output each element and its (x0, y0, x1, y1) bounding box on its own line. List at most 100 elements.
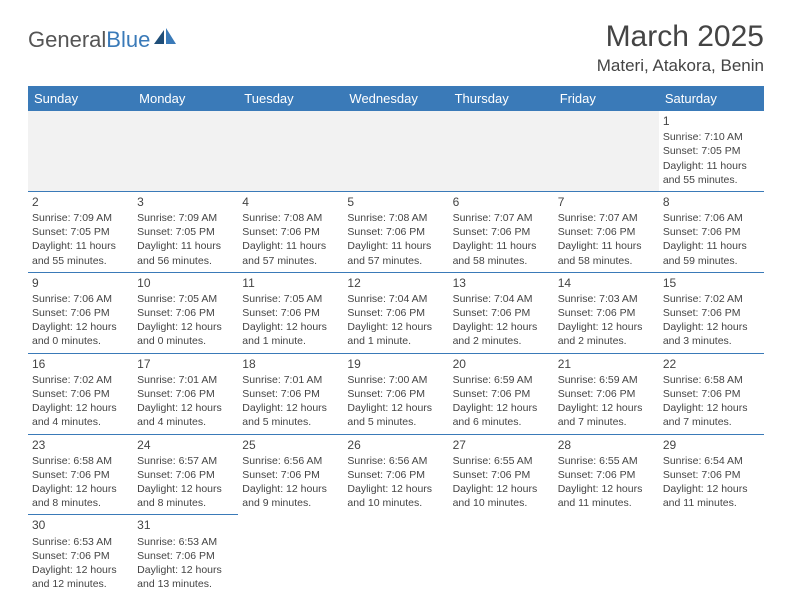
sunrise-text: Sunrise: 6:53 AM (32, 535, 129, 549)
logo-text-blue: Blue (106, 27, 150, 53)
sunset-text: Sunset: 7:06 PM (663, 387, 760, 401)
calendar-cell (449, 515, 554, 595)
sunset-text: Sunset: 7:06 PM (242, 225, 339, 239)
calendar-cell: 3Sunrise: 7:09 AMSunset: 7:05 PMDaylight… (133, 191, 238, 272)
daylight-text: Daylight: 12 hours and 8 minutes. (32, 482, 129, 510)
sunset-text: Sunset: 7:06 PM (558, 225, 655, 239)
logo-text-general: General (28, 27, 106, 53)
day-number: 7 (558, 194, 655, 210)
sunrise-text: Sunrise: 6:53 AM (137, 535, 234, 549)
sunrise-text: Sunrise: 6:57 AM (137, 454, 234, 468)
day-number: 8 (663, 194, 760, 210)
calendar-cell (28, 111, 133, 191)
calendar-cell: 2Sunrise: 7:09 AMSunset: 7:05 PMDaylight… (28, 191, 133, 272)
sunset-text: Sunset: 7:06 PM (663, 225, 760, 239)
calendar-week-row: 9Sunrise: 7:06 AMSunset: 7:06 PMDaylight… (28, 272, 764, 353)
calendar-cell: 29Sunrise: 6:54 AMSunset: 7:06 PMDayligh… (659, 434, 764, 515)
calendar-cell: 6Sunrise: 7:07 AMSunset: 7:06 PMDaylight… (449, 191, 554, 272)
sunrise-text: Sunrise: 6:58 AM (32, 454, 129, 468)
day-number: 5 (347, 194, 444, 210)
day-number: 11 (242, 275, 339, 291)
daylight-text: Daylight: 12 hours and 13 minutes. (137, 563, 234, 591)
daylight-text: Daylight: 11 hours and 55 minutes. (663, 159, 760, 187)
sunset-text: Sunset: 7:06 PM (453, 387, 550, 401)
daylight-text: Daylight: 11 hours and 55 minutes. (32, 239, 129, 267)
day-number: 3 (137, 194, 234, 210)
weekday-header: Wednesday (343, 86, 448, 111)
sunset-text: Sunset: 7:06 PM (558, 387, 655, 401)
sunrise-text: Sunrise: 7:01 AM (137, 373, 234, 387)
daylight-text: Daylight: 12 hours and 3 minutes. (663, 320, 760, 348)
calendar-cell: 17Sunrise: 7:01 AMSunset: 7:06 PMDayligh… (133, 353, 238, 434)
daylight-text: Daylight: 12 hours and 1 minute. (347, 320, 444, 348)
daylight-text: Daylight: 12 hours and 10 minutes. (453, 482, 550, 510)
calendar-cell: 12Sunrise: 7:04 AMSunset: 7:06 PMDayligh… (343, 272, 448, 353)
sunrise-text: Sunrise: 7:09 AM (32, 211, 129, 225)
logo: GeneralBlue (28, 26, 178, 54)
daylight-text: Daylight: 12 hours and 2 minutes. (453, 320, 550, 348)
sunset-text: Sunset: 7:05 PM (137, 225, 234, 239)
calendar-cell: 30Sunrise: 6:53 AMSunset: 7:06 PMDayligh… (28, 515, 133, 595)
sunrise-text: Sunrise: 7:07 AM (453, 211, 550, 225)
sunset-text: Sunset: 7:06 PM (137, 468, 234, 482)
sunset-text: Sunset: 7:06 PM (453, 306, 550, 320)
sunrise-text: Sunrise: 7:04 AM (453, 292, 550, 306)
sunset-text: Sunset: 7:06 PM (242, 468, 339, 482)
sunset-text: Sunset: 7:06 PM (242, 387, 339, 401)
day-number: 6 (453, 194, 550, 210)
daylight-text: Daylight: 12 hours and 0 minutes. (137, 320, 234, 348)
daylight-text: Daylight: 12 hours and 9 minutes. (242, 482, 339, 510)
calendar-cell: 8Sunrise: 7:06 AMSunset: 7:06 PMDaylight… (659, 191, 764, 272)
calendar-cell (133, 111, 238, 191)
calendar-cell: 25Sunrise: 6:56 AMSunset: 7:06 PMDayligh… (238, 434, 343, 515)
calendar-cell: 16Sunrise: 7:02 AMSunset: 7:06 PMDayligh… (28, 353, 133, 434)
sunrise-text: Sunrise: 6:56 AM (242, 454, 339, 468)
sunrise-text: Sunrise: 6:55 AM (453, 454, 550, 468)
calendar-cell: 26Sunrise: 6:56 AMSunset: 7:06 PMDayligh… (343, 434, 448, 515)
calendar-cell (238, 111, 343, 191)
calendar-cell: 1Sunrise: 7:10 AMSunset: 7:05 PMDaylight… (659, 111, 764, 191)
weekday-header: Saturday (659, 86, 764, 111)
sunrise-text: Sunrise: 6:59 AM (453, 373, 550, 387)
sunset-text: Sunset: 7:06 PM (453, 468, 550, 482)
calendar-cell: 4Sunrise: 7:08 AMSunset: 7:06 PMDaylight… (238, 191, 343, 272)
sunset-text: Sunset: 7:06 PM (32, 387, 129, 401)
calendar-table: Sunday Monday Tuesday Wednesday Thursday… (28, 86, 764, 595)
calendar-cell: 13Sunrise: 7:04 AMSunset: 7:06 PMDayligh… (449, 272, 554, 353)
calendar-week-row: 23Sunrise: 6:58 AMSunset: 7:06 PMDayligh… (28, 434, 764, 515)
sunrise-text: Sunrise: 7:00 AM (347, 373, 444, 387)
day-number: 27 (453, 437, 550, 453)
day-number: 13 (453, 275, 550, 291)
sunset-text: Sunset: 7:06 PM (242, 306, 339, 320)
daylight-text: Daylight: 12 hours and 6 minutes. (453, 401, 550, 429)
weekday-header: Sunday (28, 86, 133, 111)
daylight-text: Daylight: 12 hours and 4 minutes. (137, 401, 234, 429)
weekday-header: Monday (133, 86, 238, 111)
daylight-text: Daylight: 12 hours and 7 minutes. (558, 401, 655, 429)
weekday-header: Friday (554, 86, 659, 111)
sunrise-text: Sunrise: 6:55 AM (558, 454, 655, 468)
calendar-cell (659, 515, 764, 595)
sunset-text: Sunset: 7:06 PM (558, 468, 655, 482)
location: Materi, Atakora, Benin (597, 56, 764, 76)
sunset-text: Sunset: 7:06 PM (137, 549, 234, 563)
sunrise-text: Sunrise: 7:01 AM (242, 373, 339, 387)
day-number: 17 (137, 356, 234, 372)
calendar-cell: 27Sunrise: 6:55 AMSunset: 7:06 PMDayligh… (449, 434, 554, 515)
calendar-cell: 20Sunrise: 6:59 AMSunset: 7:06 PMDayligh… (449, 353, 554, 434)
daylight-text: Daylight: 12 hours and 1 minute. (242, 320, 339, 348)
daylight-text: Daylight: 12 hours and 7 minutes. (663, 401, 760, 429)
calendar-cell (554, 515, 659, 595)
day-number: 28 (558, 437, 655, 453)
calendar-cell (238, 515, 343, 595)
header: GeneralBlue March 2025 Materi, Atakora, … (28, 20, 764, 76)
calendar-week-row: 16Sunrise: 7:02 AMSunset: 7:06 PMDayligh… (28, 353, 764, 434)
day-number: 1 (663, 113, 760, 129)
calendar-cell: 14Sunrise: 7:03 AMSunset: 7:06 PMDayligh… (554, 272, 659, 353)
calendar-cell: 31Sunrise: 6:53 AMSunset: 7:06 PMDayligh… (133, 515, 238, 595)
daylight-text: Daylight: 11 hours and 57 minutes. (242, 239, 339, 267)
calendar-cell: 5Sunrise: 7:08 AMSunset: 7:06 PMDaylight… (343, 191, 448, 272)
sunset-text: Sunset: 7:06 PM (347, 468, 444, 482)
daylight-text: Daylight: 12 hours and 0 minutes. (32, 320, 129, 348)
calendar-cell: 22Sunrise: 6:58 AMSunset: 7:06 PMDayligh… (659, 353, 764, 434)
